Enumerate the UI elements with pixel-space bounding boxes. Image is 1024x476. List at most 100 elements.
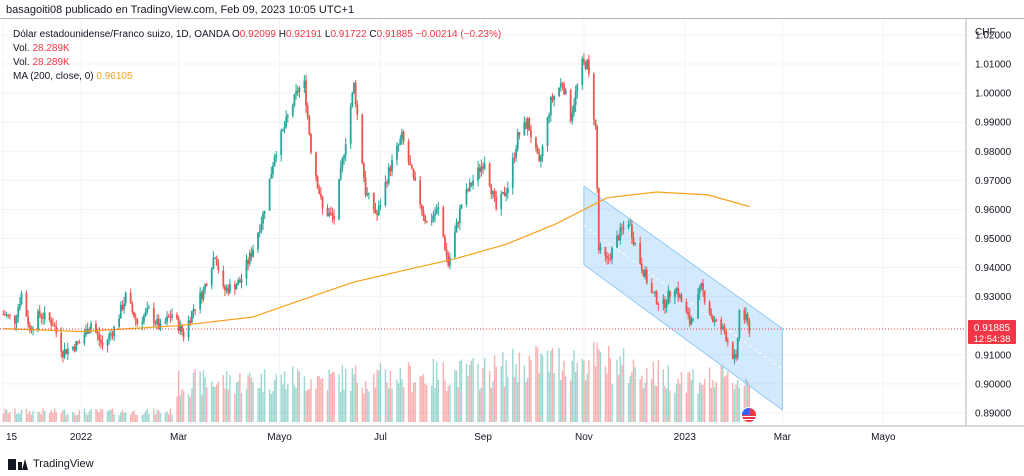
- candle-body: [645, 269, 648, 283]
- volume-bar: [55, 412, 57, 422]
- volume-bar: [593, 342, 595, 422]
- volume-bar: [215, 384, 218, 422]
- volume-bar: [391, 388, 393, 422]
- volume-bar: [388, 388, 390, 422]
- volume-bar: [187, 394, 190, 422]
- candle-body: [37, 311, 39, 330]
- volume-bar: [331, 371, 334, 422]
- candle-body: [90, 323, 92, 330]
- volume-bar: [604, 366, 607, 422]
- candle-body: [581, 58, 584, 85]
- ma-label[interactable]: MA (200, close, 0): [13, 71, 94, 82]
- volume-bar: [493, 355, 496, 422]
- candle-body: [465, 189, 468, 205]
- candle-body: [283, 126, 286, 129]
- volume-bar: [617, 374, 620, 422]
- volume-bar: [78, 409, 81, 422]
- volume-label[interactable]: Vol.: [13, 43, 30, 54]
- candle-body: [478, 167, 481, 172]
- candle-body: [583, 58, 585, 62]
- candle-body: [444, 236, 446, 250]
- volume-bar: [287, 384, 289, 422]
- symbol-title[interactable]: Dólar estadounidense/Franco suizo, 1D, O…: [13, 29, 230, 40]
- volume-bar: [490, 388, 492, 422]
- candle-body: [212, 258, 215, 269]
- candle-body: [546, 117, 549, 147]
- volume-bar: [414, 381, 416, 422]
- candle-body: [445, 249, 448, 256]
- candle-body: [295, 90, 297, 95]
- volume-bar: [258, 387, 261, 422]
- volume-bar: [351, 368, 354, 422]
- candle-body: [364, 177, 367, 196]
- price-tick-label: 1.00000: [975, 89, 1012, 100]
- candle-body: [402, 131, 405, 142]
- volume-bar: [662, 369, 664, 422]
- candle-body: [525, 122, 527, 129]
- candle-body: [98, 334, 101, 340]
- candle-body: [422, 210, 425, 217]
- candle-body: [657, 303, 660, 305]
- candle-body: [96, 332, 99, 335]
- volume-bar: [263, 369, 266, 422]
- candle-body: [215, 257, 218, 266]
- volume-bar: [315, 388, 317, 422]
- candle-body: [376, 212, 379, 216]
- volume-bar: [373, 373, 375, 422]
- candle-body: [721, 326, 724, 329]
- volume-bar: [437, 379, 440, 422]
- volume-bar: [548, 371, 550, 422]
- volume-bar: [234, 393, 236, 422]
- candle-body: [586, 59, 589, 69]
- candle-body: [136, 319, 139, 324]
- volume-bar: [551, 348, 554, 422]
- candle-body: [655, 291, 658, 304]
- volume-bar: [169, 408, 172, 422]
- volume-bar: [631, 371, 633, 422]
- volume-bar: [664, 385, 666, 422]
- volume-bar: [305, 390, 307, 422]
- volume-bar: [95, 408, 97, 422]
- candle-body: [291, 105, 294, 116]
- volume-bar: [507, 376, 509, 422]
- volume-bar: [703, 378, 706, 422]
- channel-lower-line: [583, 264, 783, 411]
- volume-bar: [733, 389, 736, 422]
- volume-bar: [133, 410, 135, 422]
- candle-body: [541, 146, 544, 157]
- volume-label-2[interactable]: Vol.: [13, 57, 30, 68]
- volume-bar: [538, 373, 540, 422]
- candle-body: [131, 303, 134, 312]
- time-tick-label: Mar: [170, 432, 188, 443]
- candle-body: [396, 145, 398, 160]
- volume-bar: [573, 350, 575, 422]
- volume-bar: [356, 382, 358, 422]
- candle-body: [634, 243, 637, 245]
- us-flag-event-icon[interactable]: [741, 407, 757, 423]
- volume-bar: [525, 381, 527, 422]
- volume-bar: [401, 379, 403, 422]
- candle-body: [558, 87, 560, 97]
- candle-body: [7, 314, 10, 316]
- volume-bar: [168, 414, 170, 422]
- candle-body: [505, 193, 508, 196]
- volume-bar: [192, 372, 195, 422]
- candle-body: [654, 291, 656, 293]
- volume-bar: [634, 367, 636, 422]
- volume-bar: [212, 386, 215, 422]
- volume-bar: [725, 375, 727, 422]
- candle-body: [250, 252, 253, 257]
- candle-body: [319, 193, 322, 197]
- volume-bar: [745, 378, 747, 422]
- volume-bar: [37, 411, 39, 422]
- volume-bar: [513, 377, 516, 422]
- candle-body: [5, 314, 8, 316]
- volume-bar: [611, 383, 613, 422]
- volume-bar: [692, 369, 694, 422]
- candle-body: [296, 90, 299, 93]
- candle-body: [412, 168, 415, 177]
- volume-bar: [111, 408, 114, 422]
- candle-body: [453, 232, 456, 258]
- time-tick-label: Jul: [374, 432, 387, 443]
